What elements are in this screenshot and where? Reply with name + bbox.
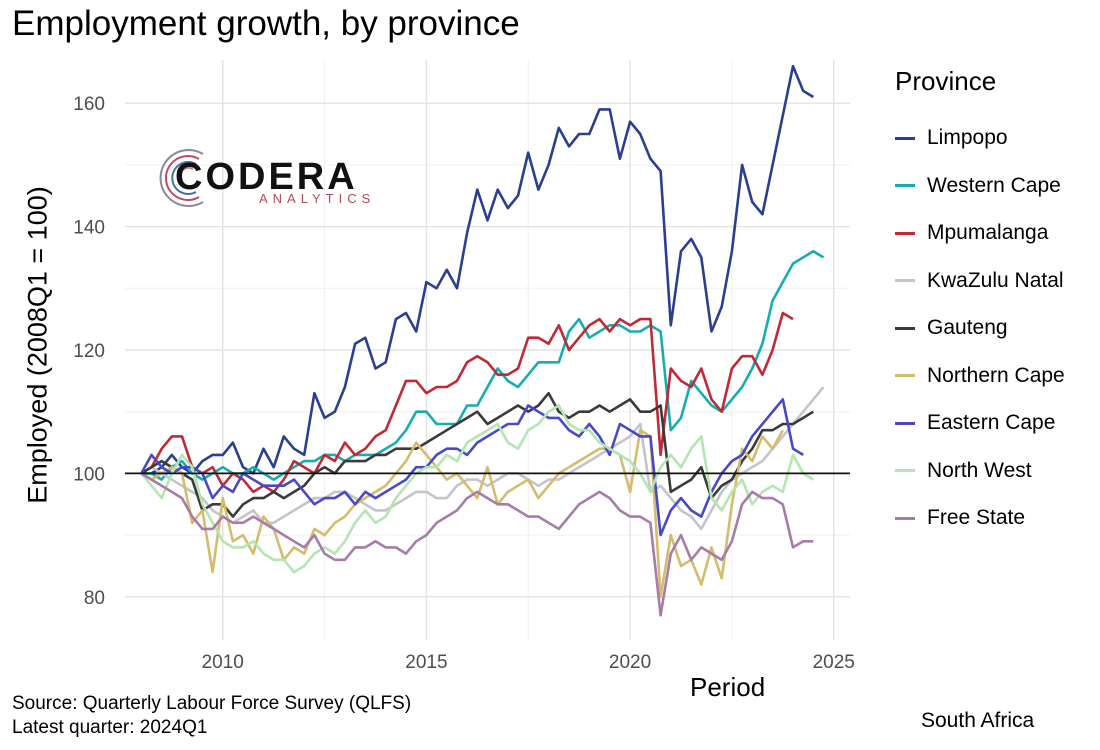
series-lines bbox=[125, 64, 850, 617]
y-tick-label: 120 bbox=[73, 341, 105, 362]
legend-key bbox=[895, 279, 915, 282]
y-tick-label: 80 bbox=[84, 588, 105, 609]
x-tick-label: 2020 bbox=[609, 652, 651, 673]
legend-key bbox=[895, 421, 915, 425]
legend-label: Free State bbox=[927, 506, 1026, 529]
legend-key bbox=[895, 516, 915, 520]
legend-item: Western Cape bbox=[895, 173, 1061, 199]
legend-item: Mpumalanga bbox=[895, 220, 1048, 246]
legend-label: North West bbox=[927, 458, 1032, 482]
legend-label: Northern Cape bbox=[927, 363, 1065, 387]
latest-quarter-text: Latest quarter: 2024Q1 bbox=[12, 717, 208, 738]
legend-label: Gauteng bbox=[927, 316, 1008, 339]
source-text: Source: Quarterly Labour Force Survey (Q… bbox=[12, 693, 412, 714]
legend-label: Limpopo bbox=[927, 126, 1008, 149]
y-tick-label: 160 bbox=[73, 94, 105, 115]
chart-title: Employment growth, by province bbox=[12, 4, 520, 43]
y-tick-label: 140 bbox=[73, 218, 105, 239]
legend-key bbox=[895, 374, 915, 377]
legend-key bbox=[895, 231, 915, 235]
y-tick-label: 100 bbox=[73, 464, 105, 485]
legend-item: North West bbox=[895, 458, 1032, 484]
legend-key bbox=[895, 184, 915, 187]
legend-item: Free State bbox=[895, 505, 1025, 531]
country-label: South Africa bbox=[921, 709, 1035, 732]
x-axis-ticks: 2010 2015 2020 2025 bbox=[202, 652, 855, 673]
y-axis-ticks: 80 100 120 140 160 bbox=[73, 94, 105, 609]
legend-item: Eastern Cape bbox=[895, 410, 1055, 436]
source-note: Source: Quarterly Labour Force Survey (Q… bbox=[12, 692, 411, 740]
legend-key bbox=[895, 469, 915, 472]
codera-logo: CODERA ANALYTICS bbox=[155, 138, 385, 213]
legend-label: KwaZulu Natal bbox=[927, 268, 1064, 292]
series-line-north-west bbox=[140, 404, 814, 574]
x-tick-label: 2025 bbox=[813, 652, 855, 673]
legend-label: Mpumalanga bbox=[927, 221, 1049, 244]
codera-logo-icon bbox=[159, 149, 204, 207]
legend-item: Gauteng bbox=[895, 315, 1008, 341]
series-line-gauteng bbox=[140, 391, 814, 518]
series-line-mpumalanga bbox=[140, 311, 794, 494]
legend-item: KwaZulu Natal bbox=[895, 268, 1064, 294]
series-line-kwazulu-natal bbox=[140, 386, 825, 531]
logo-subtitle: ANALYTICS bbox=[259, 191, 376, 206]
legend-label: Eastern Cape bbox=[927, 411, 1056, 434]
series-line-free-state bbox=[140, 472, 814, 617]
y-axis-label: Employed (2008Q1 = 100) bbox=[22, 186, 53, 504]
legend-item: Limpopo bbox=[895, 125, 1008, 151]
legend-title: Province bbox=[895, 66, 997, 96]
legend-key bbox=[895, 326, 915, 330]
legend-key bbox=[895, 136, 915, 140]
series-line-eastern-cape bbox=[140, 398, 804, 537]
legend-item: Northern Cape bbox=[895, 363, 1065, 389]
logo-wordmark: CODERA bbox=[175, 156, 358, 198]
series-line-western-cape bbox=[141, 250, 825, 481]
legend-label: Western Cape bbox=[927, 173, 1061, 197]
x-tick-label: 2010 bbox=[202, 652, 244, 673]
x-tick-label: 2015 bbox=[405, 652, 447, 673]
x-axis-label: Period bbox=[690, 672, 766, 702]
